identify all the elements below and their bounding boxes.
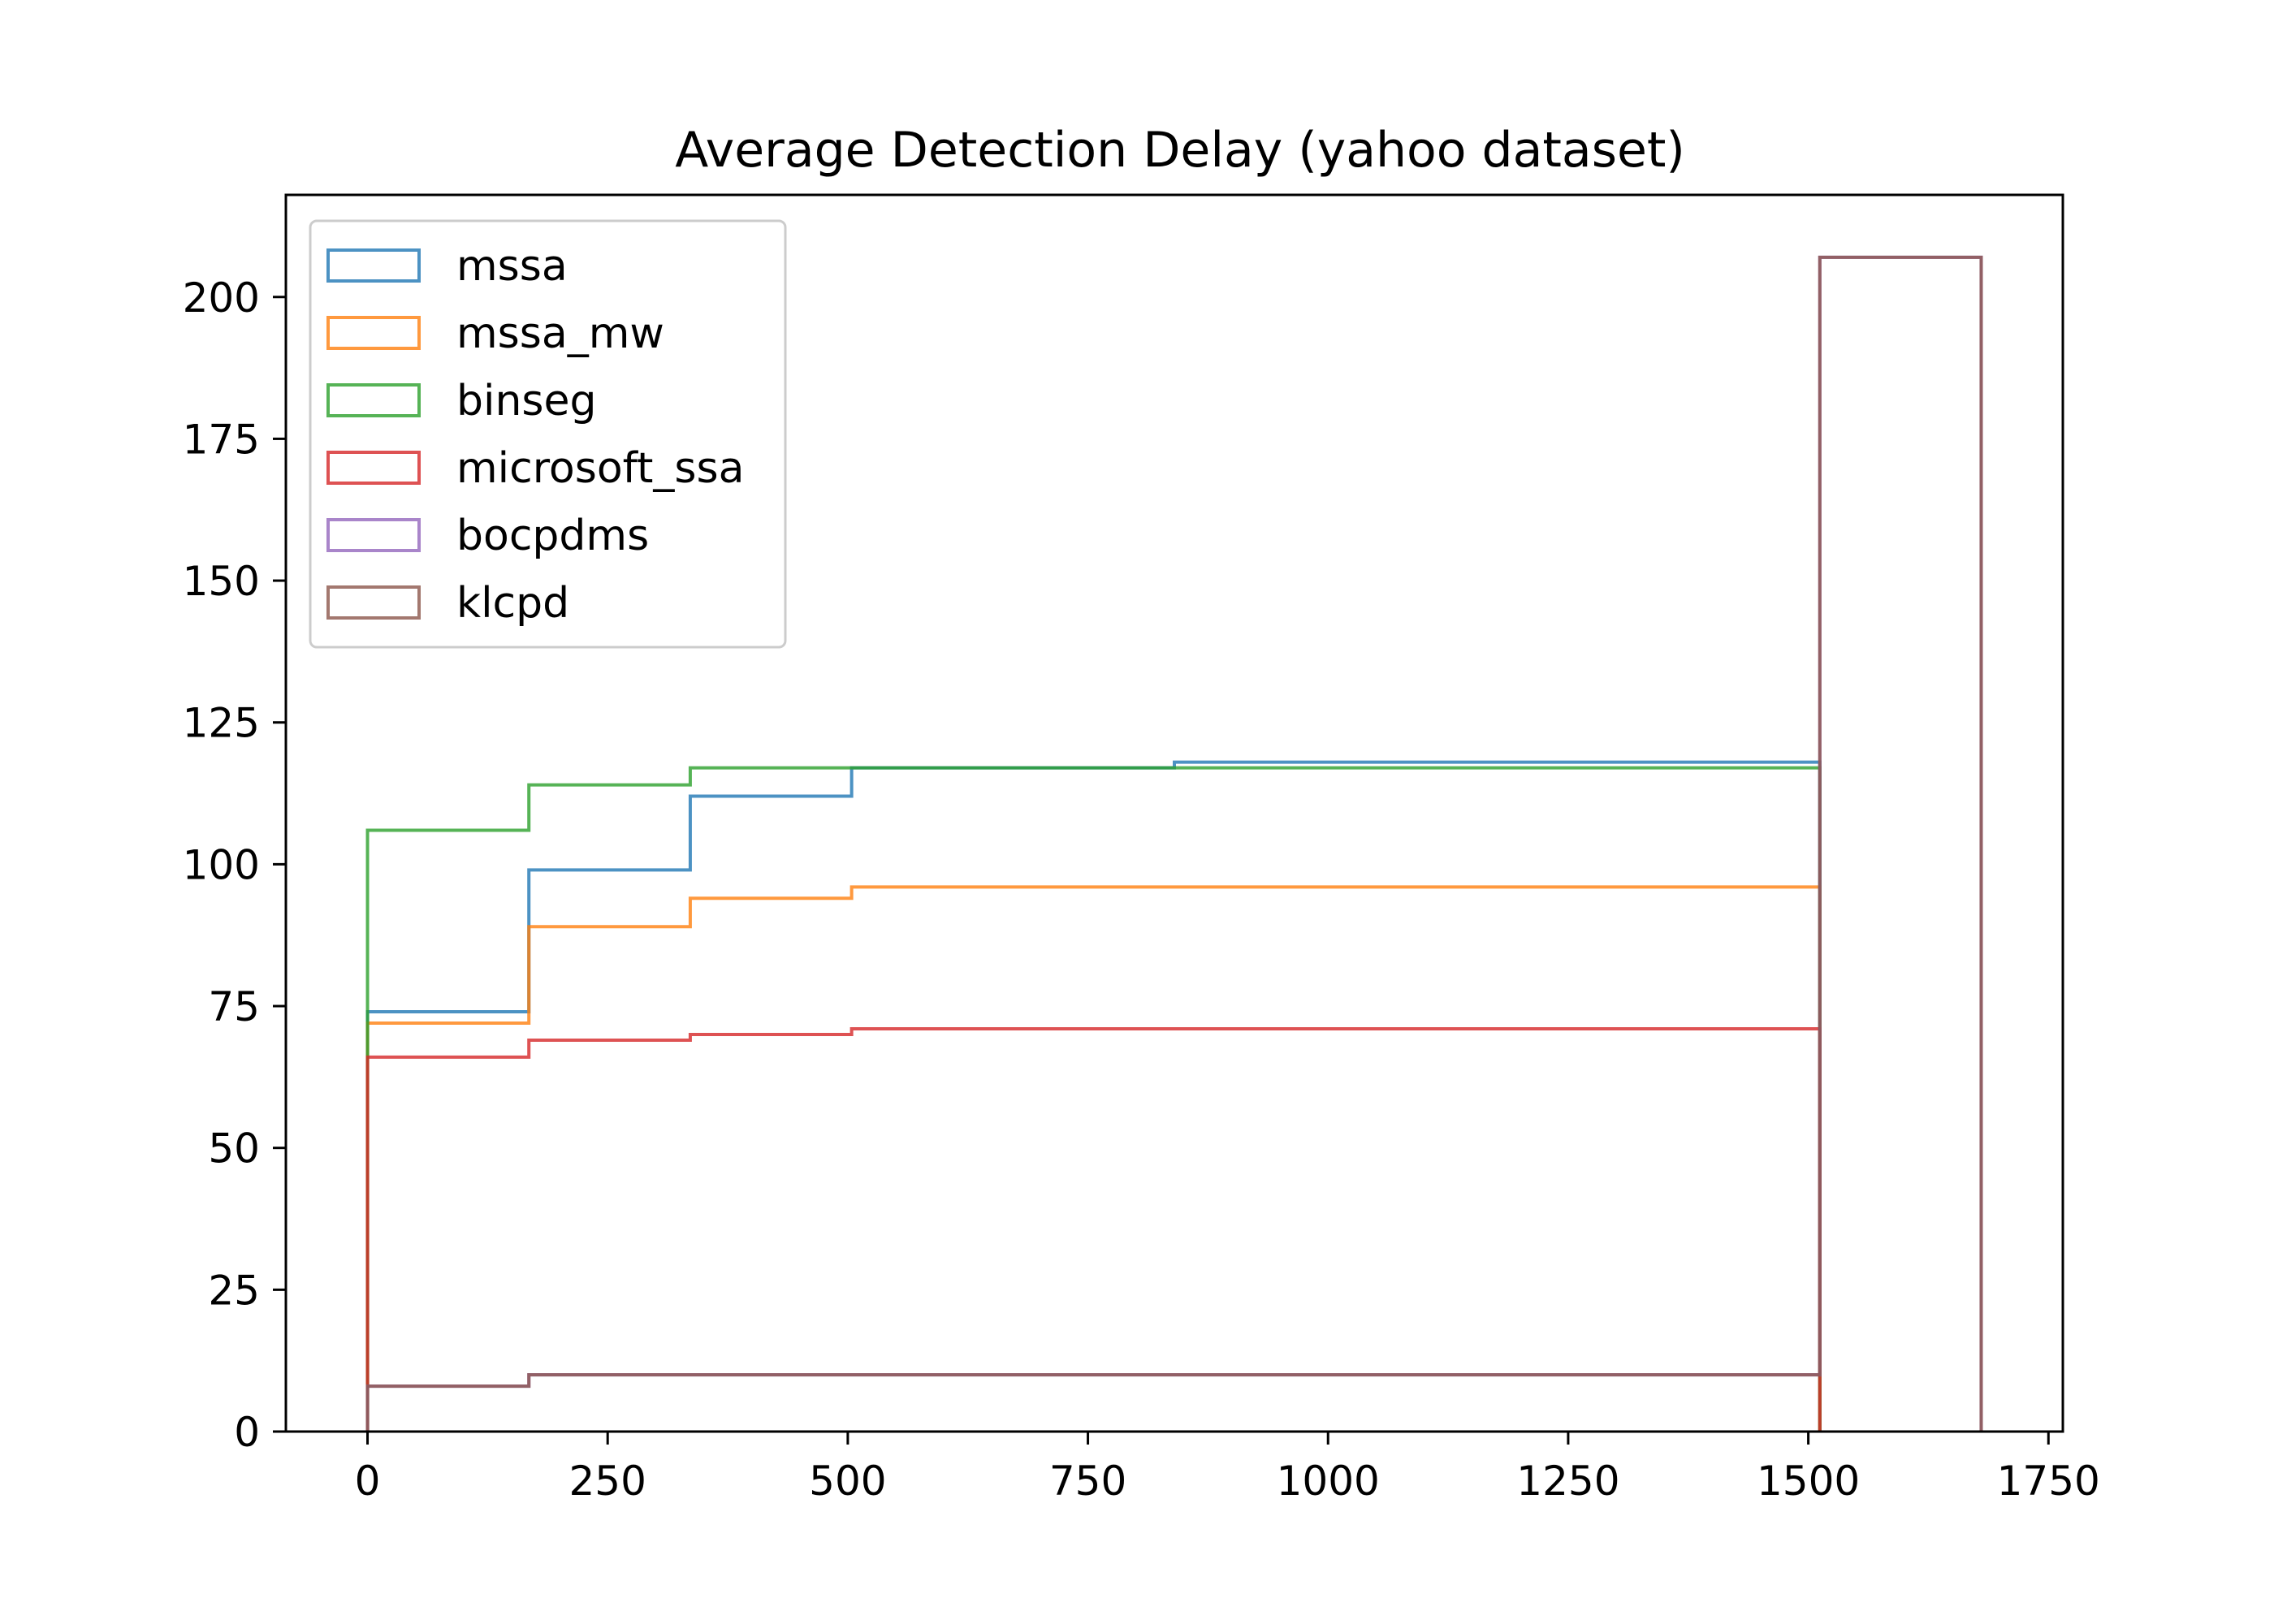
x-tick-label: 500 — [809, 1458, 886, 1505]
y-tick-label: 175 — [183, 416, 260, 463]
legend-swatch — [326, 248, 421, 283]
legend-swatch — [326, 518, 421, 552]
x-tick-label: 0 — [355, 1458, 381, 1505]
legend-label: binseg — [456, 377, 597, 425]
legend-label: mssa — [456, 242, 568, 291]
y-tick-label: 75 — [208, 983, 260, 1030]
legend-box — [309, 219, 787, 649]
legend-label: bocpdms — [456, 512, 649, 560]
legend-swatch — [326, 383, 421, 417]
x-tick-label: 1500 — [1757, 1458, 1860, 1505]
x-tick-label: 1000 — [1277, 1458, 1380, 1505]
x-tick-label: 1750 — [1997, 1458, 2100, 1505]
x-tick-label: 1250 — [1516, 1458, 1619, 1505]
legend-swatch — [326, 316, 421, 350]
legend-label: klcpd — [456, 579, 569, 628]
y-tick-label: 125 — [183, 700, 260, 747]
plot-frame — [284, 193, 2064, 1433]
series-line-microsoft-ssa — [365, 1026, 1822, 1432]
legend-label: microsoft_ssa — [456, 444, 744, 493]
y-tick-label: 50 — [208, 1125, 260, 1173]
legend-swatch — [326, 585, 421, 620]
x-tick-label: 250 — [568, 1458, 646, 1505]
legend-label: mssa_mw — [456, 309, 664, 358]
legend-swatch — [326, 451, 421, 485]
series-layer — [365, 255, 1983, 1432]
x-tick-label: 750 — [1049, 1458, 1126, 1505]
series-line-klcpd — [365, 255, 1983, 1432]
y-tick-label: 100 — [183, 841, 260, 888]
chart-title: Average Detection Delay (yahoo dataset) — [675, 122, 1685, 179]
y-tick-label: 200 — [183, 274, 260, 322]
x-axis: 0 250 500 750 1000 1250 1500 1750 — [355, 1432, 2100, 1505]
y-axis: 0 25 50 75 100 125 150 175 200 — [183, 274, 286, 1456]
y-tick-label: 0 — [234, 1409, 260, 1456]
series-line-mssa-mw — [365, 885, 1822, 1432]
series-line-binseg — [365, 766, 1822, 1432]
y-tick-label: 25 — [208, 1267, 260, 1314]
y-tick-label: 150 — [183, 558, 260, 605]
